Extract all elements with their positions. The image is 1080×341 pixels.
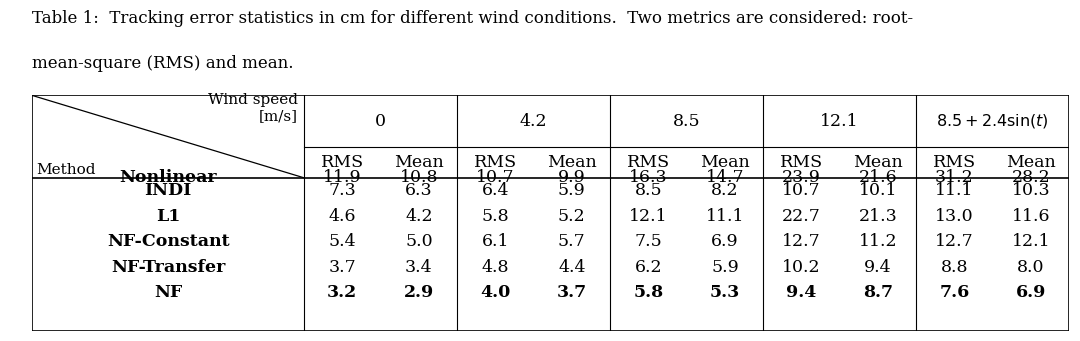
Text: 11.9: 11.9 xyxy=(323,169,362,186)
Text: 13.0: 13.0 xyxy=(935,208,974,225)
Text: Mean: Mean xyxy=(1007,154,1056,171)
Text: 28.2: 28.2 xyxy=(1012,169,1051,186)
Text: 6.1: 6.1 xyxy=(482,233,509,250)
Text: 5.7: 5.7 xyxy=(558,233,585,250)
Text: 4.8: 4.8 xyxy=(482,258,509,276)
Text: RMS: RMS xyxy=(626,154,670,171)
Text: 4.4: 4.4 xyxy=(558,258,585,276)
Text: NF-Constant: NF-Constant xyxy=(107,233,230,250)
Text: 8.2: 8.2 xyxy=(711,182,739,199)
Text: 12.1: 12.1 xyxy=(1012,233,1050,250)
Text: 4.2: 4.2 xyxy=(519,113,548,130)
Text: 9.4: 9.4 xyxy=(864,258,892,276)
Text: 5.9: 5.9 xyxy=(711,258,739,276)
Text: 6.2: 6.2 xyxy=(635,258,662,276)
Text: Wind speed
[m/s]: Wind speed [m/s] xyxy=(207,93,298,123)
Text: 3.4: 3.4 xyxy=(405,258,433,276)
Text: 6.3: 6.3 xyxy=(405,182,433,199)
Text: 11.1: 11.1 xyxy=(705,208,744,225)
Text: 3.7: 3.7 xyxy=(328,258,356,276)
Text: 14.7: 14.7 xyxy=(705,169,744,186)
Text: 31.2: 31.2 xyxy=(935,169,974,186)
Text: 5.8: 5.8 xyxy=(633,284,663,301)
Text: 8.8: 8.8 xyxy=(941,258,968,276)
Text: Mean: Mean xyxy=(853,154,903,171)
Text: 10.7: 10.7 xyxy=(782,182,821,199)
Text: 12.7: 12.7 xyxy=(782,233,821,250)
Text: 5.3: 5.3 xyxy=(710,284,740,301)
Text: Mean: Mean xyxy=(546,154,597,171)
Text: 7.5: 7.5 xyxy=(634,233,662,250)
Text: 6.9: 6.9 xyxy=(711,233,739,250)
Text: 11.2: 11.2 xyxy=(859,233,897,250)
Text: 8.7: 8.7 xyxy=(863,284,893,301)
Text: 10.1: 10.1 xyxy=(859,182,897,199)
Text: 2.9: 2.9 xyxy=(404,284,434,301)
Text: 0: 0 xyxy=(375,113,386,130)
Text: 5.9: 5.9 xyxy=(558,182,585,199)
Text: 9.9: 9.9 xyxy=(558,169,585,186)
Text: 3.2: 3.2 xyxy=(327,284,357,301)
Text: 6.9: 6.9 xyxy=(1016,284,1047,301)
Text: 6.4: 6.4 xyxy=(482,182,509,199)
Text: $8.5 + 2.4\sin(t)$: $8.5 + 2.4\sin(t)$ xyxy=(936,113,1049,130)
Text: NF: NF xyxy=(154,284,183,301)
Text: 23.9: 23.9 xyxy=(782,169,821,186)
Text: 12.1: 12.1 xyxy=(629,208,667,225)
Text: Mean: Mean xyxy=(394,154,444,171)
Text: 8.0: 8.0 xyxy=(1017,258,1044,276)
Text: 7.3: 7.3 xyxy=(328,182,356,199)
Text: 22.7: 22.7 xyxy=(782,208,821,225)
Text: 16.3: 16.3 xyxy=(629,169,667,186)
Text: 21.3: 21.3 xyxy=(859,208,897,225)
Text: 5.0: 5.0 xyxy=(405,233,433,250)
Text: 12.7: 12.7 xyxy=(935,233,974,250)
Text: 10.2: 10.2 xyxy=(782,258,821,276)
Text: 7.6: 7.6 xyxy=(940,284,970,301)
Text: Table 1:  Tracking error statistics in cm for different wind conditions.  Two me: Table 1: Tracking error statistics in cm… xyxy=(32,10,914,27)
Text: 12.1: 12.1 xyxy=(821,113,859,130)
Text: 21.6: 21.6 xyxy=(859,169,897,186)
Text: 9.4: 9.4 xyxy=(786,284,816,301)
Text: 10.3: 10.3 xyxy=(1012,182,1050,199)
Text: 4.6: 4.6 xyxy=(328,208,356,225)
Text: 4.0: 4.0 xyxy=(481,284,511,301)
Text: Method: Method xyxy=(37,163,96,177)
Text: 8.5: 8.5 xyxy=(635,182,662,199)
Text: 10.7: 10.7 xyxy=(476,169,515,186)
Text: Nonlinear: Nonlinear xyxy=(120,169,217,186)
Text: Mean: Mean xyxy=(700,154,750,171)
Text: 10.8: 10.8 xyxy=(400,169,438,186)
Text: RMS: RMS xyxy=(474,154,517,171)
Text: 8.5: 8.5 xyxy=(673,113,701,130)
Text: mean-square (RMS) and mean.: mean-square (RMS) and mean. xyxy=(32,55,294,72)
Text: RMS: RMS xyxy=(933,154,976,171)
Text: RMS: RMS xyxy=(321,154,364,171)
Text: 11.6: 11.6 xyxy=(1012,208,1050,225)
Text: INDI: INDI xyxy=(145,182,192,199)
Text: RMS: RMS xyxy=(780,154,823,171)
Text: 11.1: 11.1 xyxy=(935,182,974,199)
Text: L1: L1 xyxy=(156,208,180,225)
Text: 5.8: 5.8 xyxy=(482,208,509,225)
Text: 5.2: 5.2 xyxy=(558,208,585,225)
Text: 4.2: 4.2 xyxy=(405,208,433,225)
Text: NF-Transfer: NF-Transfer xyxy=(111,258,226,276)
Text: 3.7: 3.7 xyxy=(556,284,586,301)
Text: 5.4: 5.4 xyxy=(328,233,356,250)
